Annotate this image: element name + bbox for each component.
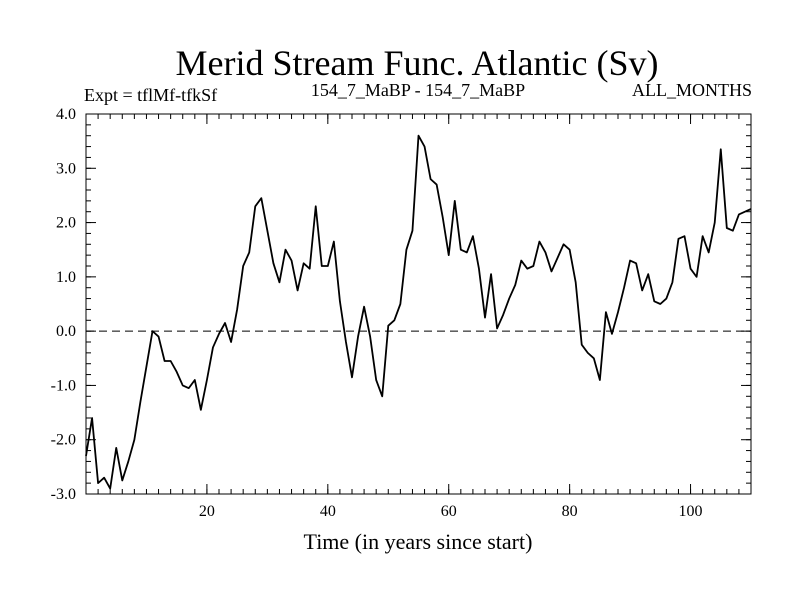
x-tick-label: 40 xyxy=(320,503,336,520)
x-tick-label: 20 xyxy=(199,503,215,520)
x-tick-label: 60 xyxy=(441,503,457,520)
x-tick-label: 100 xyxy=(679,503,703,520)
y-tick-label: 1.0 xyxy=(56,269,76,286)
y-tick-label: 0.0 xyxy=(56,323,76,340)
x-tick-label: 80 xyxy=(562,503,578,520)
y-tick-label: -3.0 xyxy=(51,486,76,503)
plot-frame xyxy=(85,113,752,495)
period-label: 154_7_MaBP - 154_7_MaBP xyxy=(311,80,525,100)
months-label: ALL_MONTHS xyxy=(632,80,752,100)
series-line xyxy=(85,134,752,490)
y-tick-label: 4.0 xyxy=(56,106,76,123)
y-tick-label: -2.0 xyxy=(51,432,76,449)
y-tick-label: -1.0 xyxy=(51,377,76,394)
y-tick-label: 2.0 xyxy=(56,215,76,232)
x-axis-label: Time (in years since start) xyxy=(304,529,533,554)
y-tick-label: 3.0 xyxy=(56,160,76,177)
chart-title: Merid Stream Func. Atlantic (Sv) xyxy=(176,43,659,83)
experiment-label: Expt = tflMf-tfkSf xyxy=(84,85,217,105)
plot-area: 20 40 60 80 100 -3.0 -2.0 -1.0 0.0 1.0 2.0 3.0 4.0 xyxy=(51,106,752,520)
